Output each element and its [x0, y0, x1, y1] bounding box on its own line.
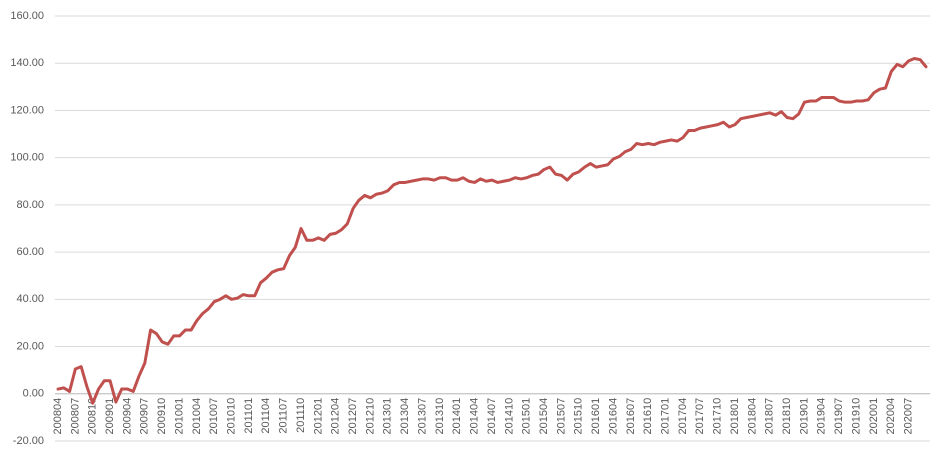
- x-tick-label: 200907: [139, 398, 151, 435]
- y-tick-label: 160.00: [10, 10, 44, 22]
- x-tick-label: 200810: [87, 398, 99, 435]
- x-tick-label: 201001: [173, 398, 185, 435]
- x-tick-label: 201204: [330, 398, 342, 435]
- x-tick-label: 200904: [121, 398, 133, 435]
- x-tick-label: 201510: [573, 398, 585, 435]
- x-tick-label: 201704: [677, 398, 689, 435]
- x-tick-label: 200807: [69, 398, 81, 435]
- y-tick-label: 120.00: [10, 104, 44, 116]
- y-tick-label: 40.00: [16, 293, 44, 305]
- y-tick-label: 0.00: [23, 388, 44, 400]
- x-tick-label: 201701: [660, 398, 672, 435]
- x-tick-label: 202004: [885, 398, 897, 435]
- x-tick-label: 201804: [746, 398, 758, 435]
- x-tick-label: 202007: [903, 398, 915, 435]
- x-tick-label: 201301: [382, 398, 394, 435]
- x-tick-label: 201104: [260, 398, 272, 434]
- y-tick-label: 20.00: [16, 340, 44, 352]
- x-tick-label: 201607: [625, 398, 637, 435]
- x-tick-label: 201407: [486, 398, 498, 435]
- x-tick-label: 201207: [347, 398, 359, 435]
- y-tick-label: 140.00: [10, 57, 44, 69]
- x-tick-label: 201110: [295, 398, 307, 433]
- y-tick-label: -20.00: [13, 435, 44, 447]
- x-tick-label: 201401: [451, 398, 463, 435]
- x-tick-label: 201501: [521, 398, 533, 435]
- y-tick-label: 80.00: [16, 199, 44, 211]
- x-tick-label: 200910: [156, 398, 168, 435]
- x-tick-label: 200804: [52, 398, 64, 435]
- x-tick-label: 201410: [503, 398, 515, 435]
- x-tick-label: 201710: [712, 398, 724, 435]
- x-tick-label: 201810: [781, 398, 793, 435]
- x-tick-label: 201004: [191, 398, 203, 435]
- x-tick-label: 201101: [243, 398, 255, 434]
- x-tick-label: 201404: [469, 398, 481, 435]
- data-line: [56, 57, 928, 405]
- x-tick-label: 201507: [555, 398, 567, 435]
- x-tick-label: 201901: [798, 398, 810, 435]
- x-tick-label: 201304: [399, 398, 411, 435]
- x-tick-label: 201504: [538, 398, 550, 435]
- x-tick-label: 201007: [208, 398, 220, 435]
- x-tick-label: 201601: [590, 398, 602, 435]
- x-tick-label: 201307: [416, 398, 428, 435]
- x-tick-label: 201310: [434, 398, 446, 435]
- x-tick-label: 201801: [729, 398, 741, 435]
- x-tick-label: 201910: [850, 398, 862, 435]
- x-tick-label: 201107: [278, 398, 290, 434]
- x-tick-label: 201604: [607, 398, 619, 435]
- x-tick-label: 201010: [226, 398, 238, 435]
- x-tick-label: 201707: [694, 398, 706, 435]
- x-tick-label: 201210: [364, 398, 376, 435]
- x-tick-label: 200901: [104, 398, 116, 435]
- x-tick-label: 201807: [764, 398, 776, 435]
- x-tick-label: 201201: [312, 398, 324, 435]
- x-tick-label: 201907: [833, 398, 845, 435]
- y-tick-label: 100.00: [10, 152, 44, 164]
- x-tick-label: 202001: [868, 398, 880, 435]
- x-tick-label: 201610: [642, 398, 654, 435]
- y-tick-label: 60.00: [16, 246, 44, 258]
- x-tick-label: 201904: [816, 398, 828, 435]
